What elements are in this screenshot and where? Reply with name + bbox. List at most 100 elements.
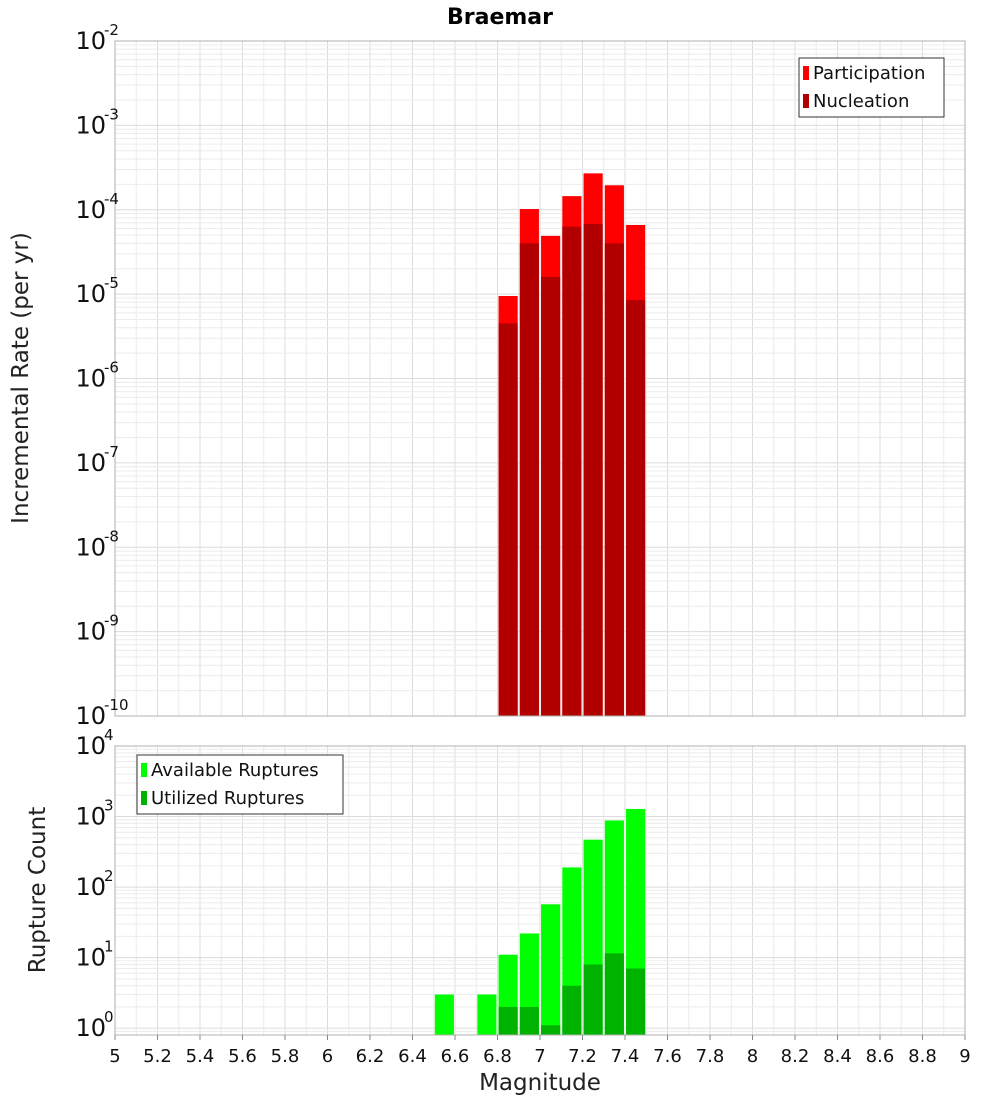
top-bar-nucleation (519, 243, 539, 717)
top-plot-frame (114, 40, 966, 717)
top-plot-grid (115, 41, 965, 716)
x-tick-label: 9 (959, 1046, 970, 1067)
top-legend: Participation Nucleation (798, 57, 945, 118)
y-tick-base: 10 (75, 618, 106, 646)
legend-swatch (803, 66, 809, 80)
y-tick-base: 10 (75, 449, 106, 477)
legend-swatch (803, 94, 809, 108)
y-tick-exponent: -10 (104, 696, 129, 714)
y-tick-exponent: 3 (104, 797, 114, 815)
top-bar-nucleation (583, 223, 603, 716)
x-tick-label: 5.8 (271, 1046, 300, 1067)
y-tick-base: 10 (75, 873, 106, 901)
bottom-bar-utilized-ruptures (541, 1025, 561, 1035)
y-tick-label: 10-5 (75, 274, 119, 308)
bottom-bar-utilized-ruptures (583, 964, 603, 1035)
bottom-plot-bars (434, 808, 646, 1035)
x-tick-label: 8.2 (781, 1046, 810, 1067)
y-tick-label: 104 (75, 726, 113, 760)
y-tick-base: 10 (75, 196, 106, 224)
y-tick-exponent: 0 (104, 1008, 114, 1026)
x-tick-label: 6.2 (356, 1046, 385, 1067)
legend-swatch (141, 763, 147, 777)
x-tick-label: 6.8 (483, 1046, 512, 1067)
x-tick-label: 5 (109, 1046, 120, 1067)
y-tick-base: 10 (75, 111, 106, 139)
y-tick-base: 10 (75, 280, 106, 308)
top-bar-nucleation (626, 300, 646, 716)
y-tick-exponent: -7 (104, 443, 119, 461)
bottom-bar-available-ruptures (541, 904, 561, 1035)
x-tick-label: 6.6 (441, 1046, 470, 1067)
bottom-bar-available-ruptures (434, 994, 454, 1035)
legend-label: Available Ruptures (151, 760, 319, 781)
y-tick-exponent: -8 (104, 527, 119, 545)
x-tick-label: 7.2 (568, 1046, 597, 1067)
y-tick-label: 10-8 (75, 527, 119, 561)
bottom-bar-available-ruptures (477, 994, 497, 1035)
y-tick-label: 101 (75, 938, 113, 972)
y-tick-exponent: -3 (104, 105, 119, 123)
x-tick-label: 5.2 (143, 1046, 172, 1067)
x-tick-label: 7.8 (696, 1046, 725, 1067)
x-axis-label: Magnitude (479, 1070, 601, 1096)
top-bar-nucleation (541, 276, 561, 716)
top-y-axis-label: Incremental Rate (per yr) (8, 232, 34, 524)
legend-box (798, 57, 945, 118)
y-tick-exponent: -6 (104, 359, 119, 377)
y-tick-exponent: 1 (104, 938, 114, 956)
x-tick-label: 7.4 (611, 1046, 640, 1067)
legend-box (136, 754, 344, 815)
y-tick-label: 10-6 (75, 359, 119, 393)
y-tick-label: 100 (75, 1008, 113, 1042)
bottom-bar-utilized-ruptures (626, 968, 646, 1035)
bottom-bar-utilized-ruptures (604, 953, 624, 1035)
x-tick-label: 7.6 (653, 1046, 682, 1067)
x-tick-label: 8.6 (866, 1046, 895, 1067)
y-tick-base: 10 (75, 732, 106, 760)
bottom-y-axis-label: Rupture Count (25, 807, 51, 973)
y-tick-exponent: -9 (104, 612, 119, 630)
y-tick-base: 10 (75, 533, 106, 561)
bottom-bar-utilized-ruptures (562, 985, 582, 1035)
y-tick-base: 10 (75, 1014, 106, 1042)
y-tick-label: 10-10 (75, 696, 128, 730)
y-tick-base: 10 (75, 702, 106, 730)
y-tick-exponent: 4 (104, 726, 114, 744)
y-tick-exponent: -4 (104, 190, 119, 208)
x-tick-label: 6.4 (398, 1046, 427, 1067)
bottom-bar-utilized-ruptures (519, 1006, 539, 1035)
legend-label: Utilized Ruptures (151, 788, 304, 809)
legend-swatch (141, 791, 147, 805)
y-tick-label: 10-3 (75, 105, 119, 139)
top-bar-nucleation (562, 226, 582, 716)
top-plot-bars (498, 173, 646, 717)
y-tick-base: 10 (75, 944, 106, 972)
y-tick-label: 102 (75, 867, 113, 901)
bottom-bar-utilized-ruptures (498, 1006, 518, 1035)
y-tick-label: 10-2 (75, 21, 119, 55)
legend-label: Nucleation (813, 91, 909, 112)
y-tick-base: 10 (75, 803, 106, 831)
x-tick-label: 8.8 (908, 1046, 937, 1067)
x-axis-ticks: 5 5.2 5.4 5.6 5.8 6 6.2 6.4 6.6 6.8 7 7.2 7.4 7.6 7.8 8… (109, 1035, 971, 1067)
chart-title: Braemar (447, 5, 553, 30)
y-tick-base: 10 (75, 27, 106, 55)
legend-label: Participation (813, 63, 925, 84)
top-bar-nucleation (498, 323, 518, 716)
x-tick-label: 7 (534, 1046, 545, 1067)
bottom-legend: Available Ruptures Utilized Ruptures (136, 754, 344, 815)
y-tick-base: 10 (75, 365, 106, 393)
x-tick-label: 6 (322, 1046, 333, 1067)
y-tick-label: 10-9 (75, 612, 119, 646)
x-tick-label: 8 (747, 1046, 758, 1067)
y-tick-label: 10-7 (75, 443, 119, 477)
top-bar-nucleation (604, 243, 624, 717)
x-tick-label: 5.4 (186, 1046, 215, 1067)
x-tick-label: 5.6 (228, 1046, 257, 1067)
